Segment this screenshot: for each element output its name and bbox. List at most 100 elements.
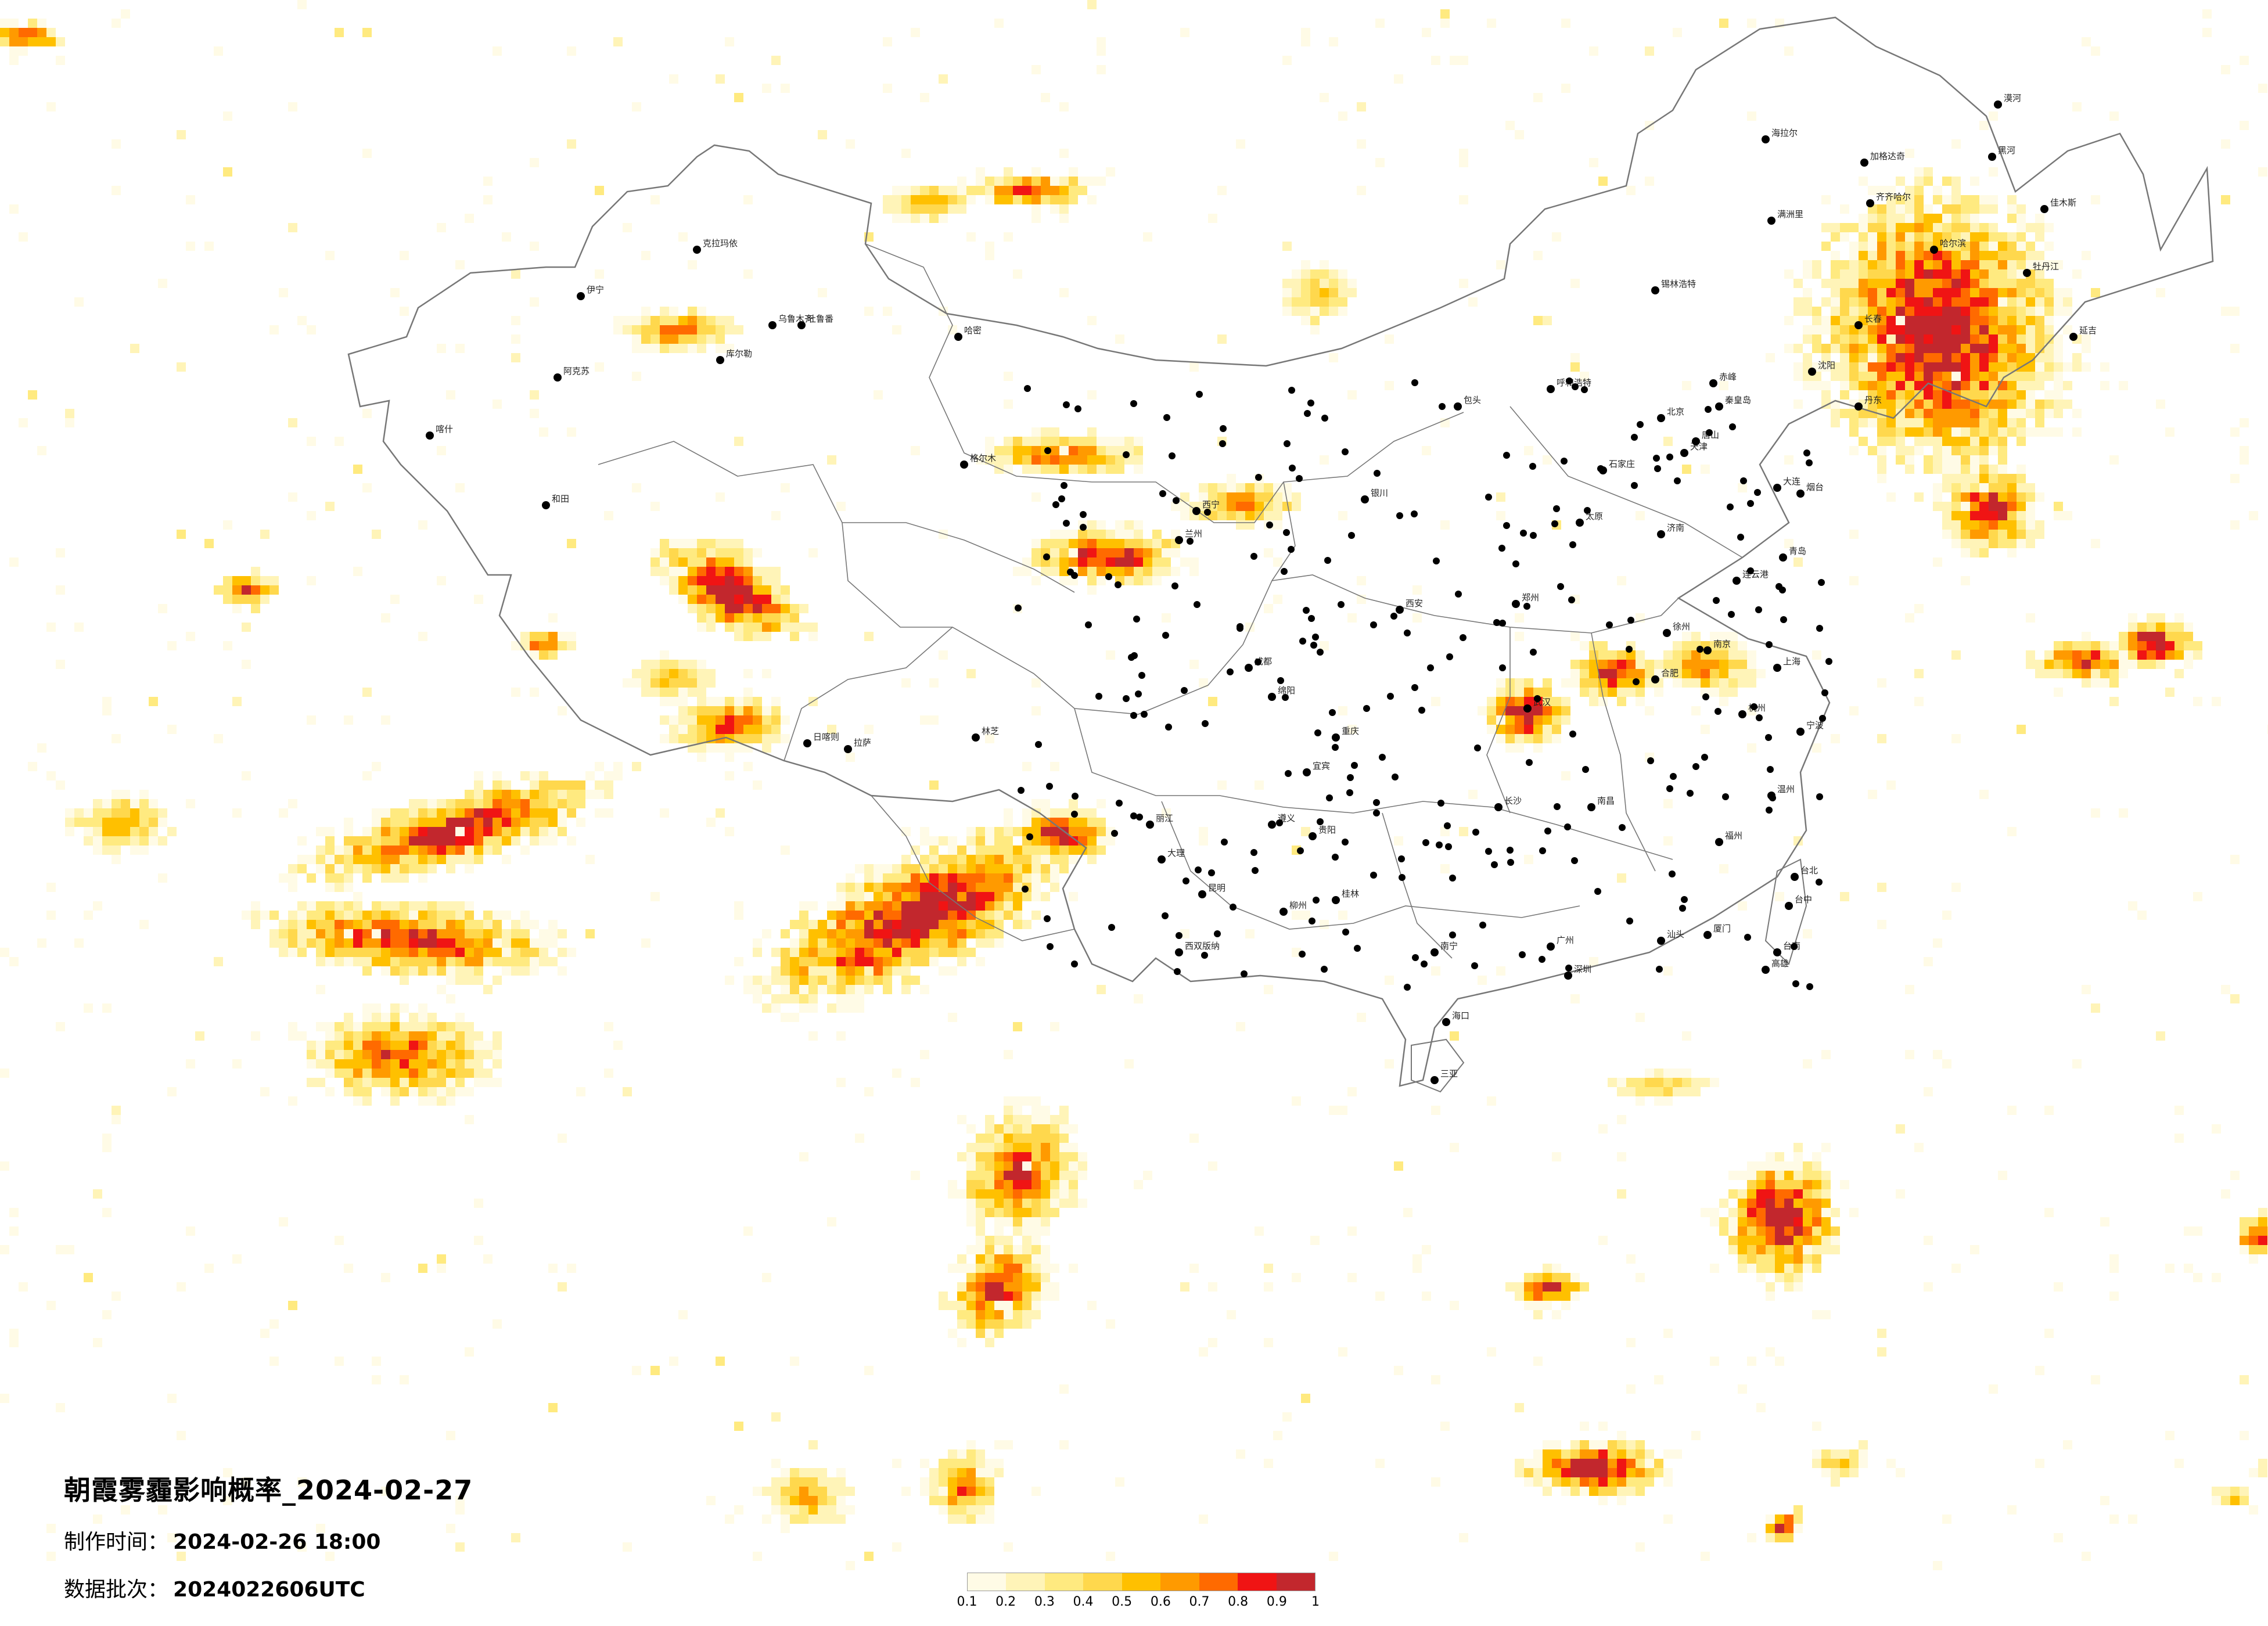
haze-cell xyxy=(1942,362,1951,372)
haze-cell xyxy=(2017,437,2026,446)
haze-cell xyxy=(1961,325,1970,334)
haze-cell xyxy=(1654,1078,1663,1087)
haze-cell xyxy=(1766,1292,1775,1301)
city-dot xyxy=(1626,646,1633,653)
haze-cell xyxy=(1078,1199,1087,1208)
haze-cell xyxy=(985,1134,994,1143)
haze-cell xyxy=(1868,307,1877,316)
haze-cell xyxy=(455,1542,465,1552)
haze-cell xyxy=(232,1254,242,1264)
haze-cell xyxy=(976,836,985,846)
haze-cell xyxy=(1951,400,1961,409)
haze-cell xyxy=(1031,1152,1041,1161)
haze-cell xyxy=(474,1069,483,1078)
haze-cell xyxy=(279,929,288,938)
haze-cell xyxy=(1598,688,1608,697)
haze-cell xyxy=(1636,697,1645,706)
city-label: 石家庄 xyxy=(1609,459,1635,469)
haze-cell xyxy=(976,1292,985,1301)
haze-cell xyxy=(502,799,511,808)
haze-cell xyxy=(1905,409,1914,418)
haze-cell xyxy=(1970,381,1979,390)
haze-cell xyxy=(1273,595,1282,604)
haze-cell xyxy=(2091,288,2100,297)
haze-cell xyxy=(641,344,650,353)
city-label: 台北 xyxy=(1800,865,1818,876)
haze-cell xyxy=(474,976,483,985)
haze-cell xyxy=(706,539,716,548)
haze-cell xyxy=(1970,288,1979,297)
haze-cell xyxy=(1831,1208,1840,1217)
haze-cell xyxy=(1152,530,1162,539)
haze-cell xyxy=(1905,307,1914,316)
haze-cell xyxy=(1087,567,1097,576)
haze-cell xyxy=(688,725,697,734)
haze-cell xyxy=(994,455,1004,465)
haze-cell xyxy=(771,1003,781,1013)
haze-cell xyxy=(1701,669,1710,678)
haze-cell xyxy=(1505,706,1515,715)
city-marker: 拉萨 xyxy=(844,738,871,753)
haze-cell xyxy=(1682,381,1691,390)
haze-cell xyxy=(372,530,381,539)
haze-cell xyxy=(957,1254,966,1264)
haze-cell xyxy=(743,669,753,678)
city-dot xyxy=(1285,770,1292,777)
haze-cell xyxy=(1951,139,1961,149)
haze-cell xyxy=(1097,46,1106,56)
haze-cell xyxy=(2063,400,2072,409)
haze-cell xyxy=(1087,530,1097,539)
haze-cell xyxy=(1422,446,1431,455)
haze-cell xyxy=(883,204,892,214)
city-dot xyxy=(1485,494,1492,501)
haze-cell xyxy=(1031,864,1041,873)
haze-cell xyxy=(0,1394,9,1403)
haze-cell xyxy=(372,827,381,836)
haze-cell xyxy=(1478,976,1487,985)
haze-cell xyxy=(1951,511,1961,520)
haze-cell xyxy=(1784,46,1793,56)
haze-cell xyxy=(418,1050,427,1059)
haze-cell xyxy=(1821,1208,1831,1217)
haze-cell xyxy=(1951,204,1961,214)
haze-cell xyxy=(65,1245,74,1254)
haze-cell xyxy=(883,307,892,316)
haze-cell xyxy=(1041,539,1050,548)
haze-cell xyxy=(697,743,706,753)
haze-cell xyxy=(1877,1347,1886,1357)
haze-cell xyxy=(1896,344,1905,353)
haze-cell xyxy=(2054,260,2063,269)
haze-cell xyxy=(1338,269,1347,279)
haze-cell xyxy=(446,948,455,957)
haze-cell xyxy=(1673,1078,1682,1087)
haze-cell xyxy=(112,790,121,799)
haze-cell xyxy=(2026,390,2035,400)
haze-cell xyxy=(976,1273,985,1282)
haze-cell xyxy=(1831,232,1840,242)
haze-cell xyxy=(920,1050,929,1059)
city-dot xyxy=(1162,912,1169,919)
haze-cell xyxy=(539,827,548,836)
haze-cell xyxy=(1543,1264,1552,1273)
haze-cell xyxy=(437,1069,446,1078)
city-dot xyxy=(1071,811,1078,818)
haze-cell xyxy=(2007,242,2017,251)
haze-cell xyxy=(325,1041,335,1050)
haze-cell xyxy=(1831,334,1840,344)
haze-cell xyxy=(2091,539,2100,548)
city-dot xyxy=(1755,606,1762,613)
haze-cell xyxy=(781,1013,790,1022)
haze-cell xyxy=(669,307,678,316)
haze-cell xyxy=(1877,288,1886,297)
haze-cell xyxy=(1914,446,1924,455)
city-dot xyxy=(1108,924,1115,931)
haze-cell xyxy=(734,706,743,715)
haze-cell xyxy=(1924,251,1933,260)
haze-cell xyxy=(1849,372,1859,381)
haze-cell xyxy=(400,957,409,966)
haze-cell xyxy=(1775,1357,1784,1366)
haze-cell xyxy=(307,911,316,920)
haze-cell xyxy=(948,1329,957,1338)
haze-cell xyxy=(2054,362,2063,372)
haze-cell xyxy=(669,74,678,84)
